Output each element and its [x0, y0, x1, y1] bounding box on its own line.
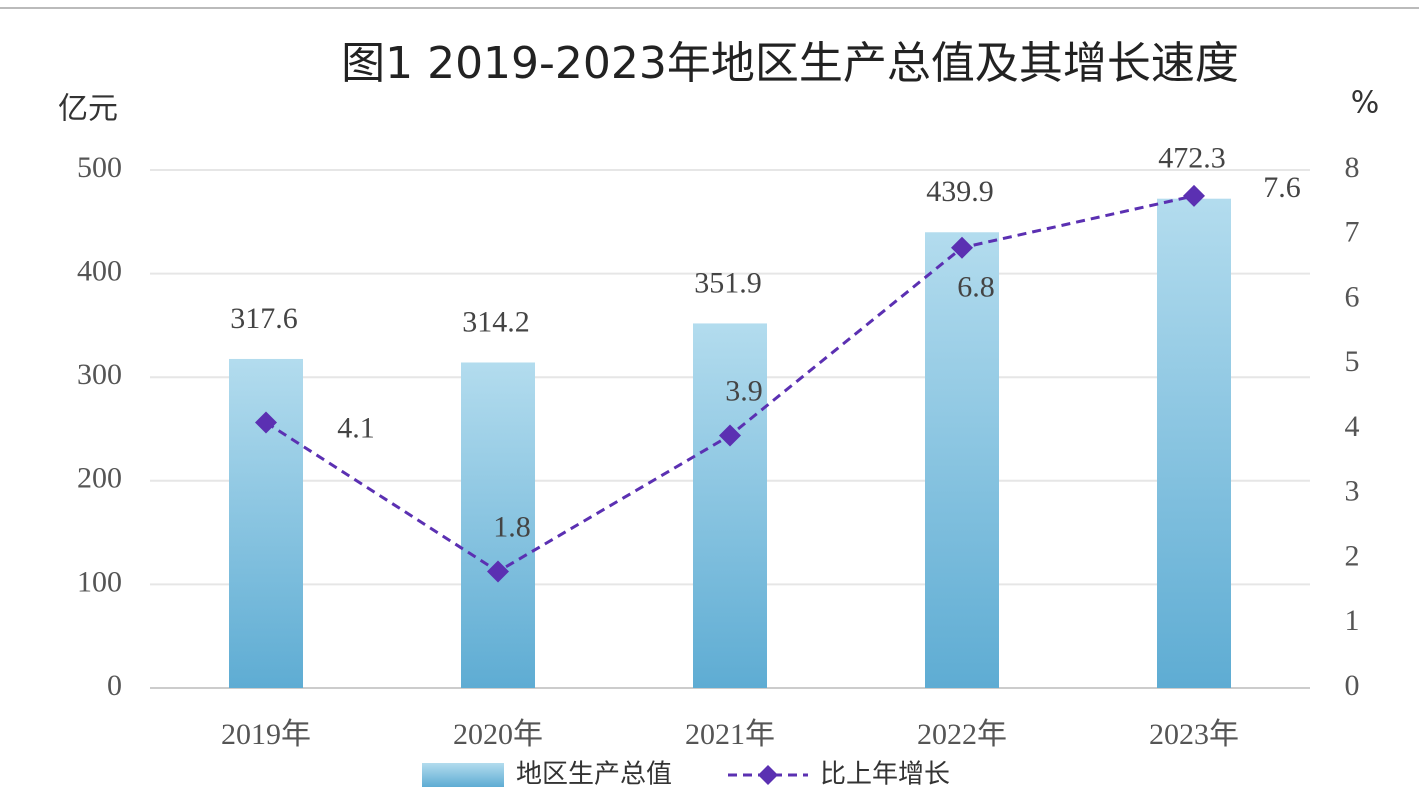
y2-tick-label: 4 — [1345, 410, 1360, 443]
line-value-label: 4.1 — [337, 411, 375, 444]
line-value-label: 7.6 — [1263, 171, 1301, 204]
y-tick-label: 0 — [107, 669, 122, 702]
y2-axis-label: % — [1351, 86, 1380, 121]
bar — [1157, 198, 1231, 688]
y2-tick-label: 0 — [1345, 669, 1360, 702]
y2-tick-label: 5 — [1345, 345, 1360, 378]
chart-title: 图1 2019-2023年地区生产总值及其增长速度 — [341, 38, 1239, 89]
bar — [693, 323, 767, 688]
bar-value-label: 351.9 — [694, 266, 762, 299]
line-marker — [255, 411, 277, 434]
x-tick-label: 2019年 — [221, 718, 311, 751]
y-tick-label: 200 — [77, 462, 122, 495]
y2-tick-label: 6 — [1345, 280, 1360, 313]
legend-marker — [758, 765, 778, 785]
legend-label: 比上年增长 — [820, 760, 950, 790]
x-tick-label: 2022年 — [917, 718, 1007, 751]
x-tick-label: 2021年 — [685, 718, 775, 751]
y2-tick-label: 7 — [1345, 216, 1360, 249]
line-value-label: 1.8 — [493, 510, 531, 543]
bar-value-label: 439.9 — [926, 175, 994, 208]
legend-swatch — [422, 763, 504, 787]
y2-tick-label: 1 — [1345, 604, 1360, 637]
bar-value-label: 317.6 — [230, 302, 298, 335]
line-marker — [487, 560, 509, 583]
y-tick-label: 400 — [77, 254, 122, 287]
y2-tick-label: 2 — [1345, 539, 1360, 572]
y-axis-label: 亿元 — [58, 92, 118, 127]
line-value-label: 3.9 — [725, 374, 763, 407]
bar — [461, 362, 535, 688]
x-tick-label: 2023年 — [1149, 718, 1239, 751]
bar — [229, 358, 303, 688]
y2-tick-label: 3 — [1345, 475, 1360, 508]
y2-tick-label: 8 — [1345, 151, 1360, 184]
line-marker — [1183, 184, 1205, 207]
legend-label: 地区生产总值 — [516, 760, 672, 790]
line-value-label: 6.8 — [957, 271, 995, 304]
x-tick-label: 2020年 — [453, 718, 543, 751]
y-tick-label: 500 — [77, 151, 122, 184]
bar — [925, 232, 999, 688]
y-tick-label: 100 — [77, 565, 122, 598]
bar-value-label: 472.3 — [1158, 142, 1226, 175]
y-tick-label: 300 — [77, 358, 122, 391]
line-marker — [719, 424, 741, 447]
line-marker — [951, 236, 973, 259]
bar-value-label: 314.2 — [462, 305, 530, 338]
